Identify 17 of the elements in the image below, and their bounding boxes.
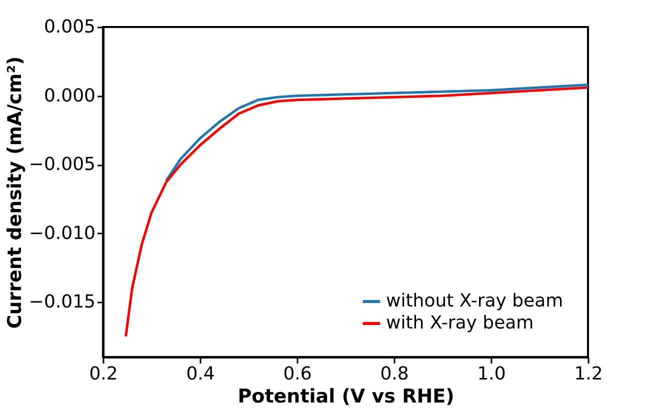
line-series: [124, 86, 590, 338]
x-tick-label: 0.6: [283, 364, 312, 384]
x-tick-label: 0.4: [186, 364, 215, 384]
y-tick-label: −0.015: [28, 292, 96, 312]
y-tick-label: −0.010: [28, 222, 96, 244]
y-tick-label: 0.000: [44, 85, 96, 106]
y-tick-label: 0.005: [44, 16, 96, 38]
line-series: [164, 84, 590, 182]
legend-label: with X-ray beam: [386, 312, 534, 334]
x-tick-label: 1.0: [477, 364, 506, 384]
legend-label: without X-ray beam: [386, 290, 564, 312]
y-tick-label: −0.005: [28, 154, 96, 175]
x-axis-title: Potential (V vs RHE): [238, 386, 454, 408]
x-tick-label: 0.8: [380, 364, 409, 384]
y-axis-title: Current density (mA/cm²): [4, 56, 26, 329]
x-tick-label: 0.2: [89, 364, 118, 384]
x-tick-label: 1.2: [574, 364, 603, 384]
